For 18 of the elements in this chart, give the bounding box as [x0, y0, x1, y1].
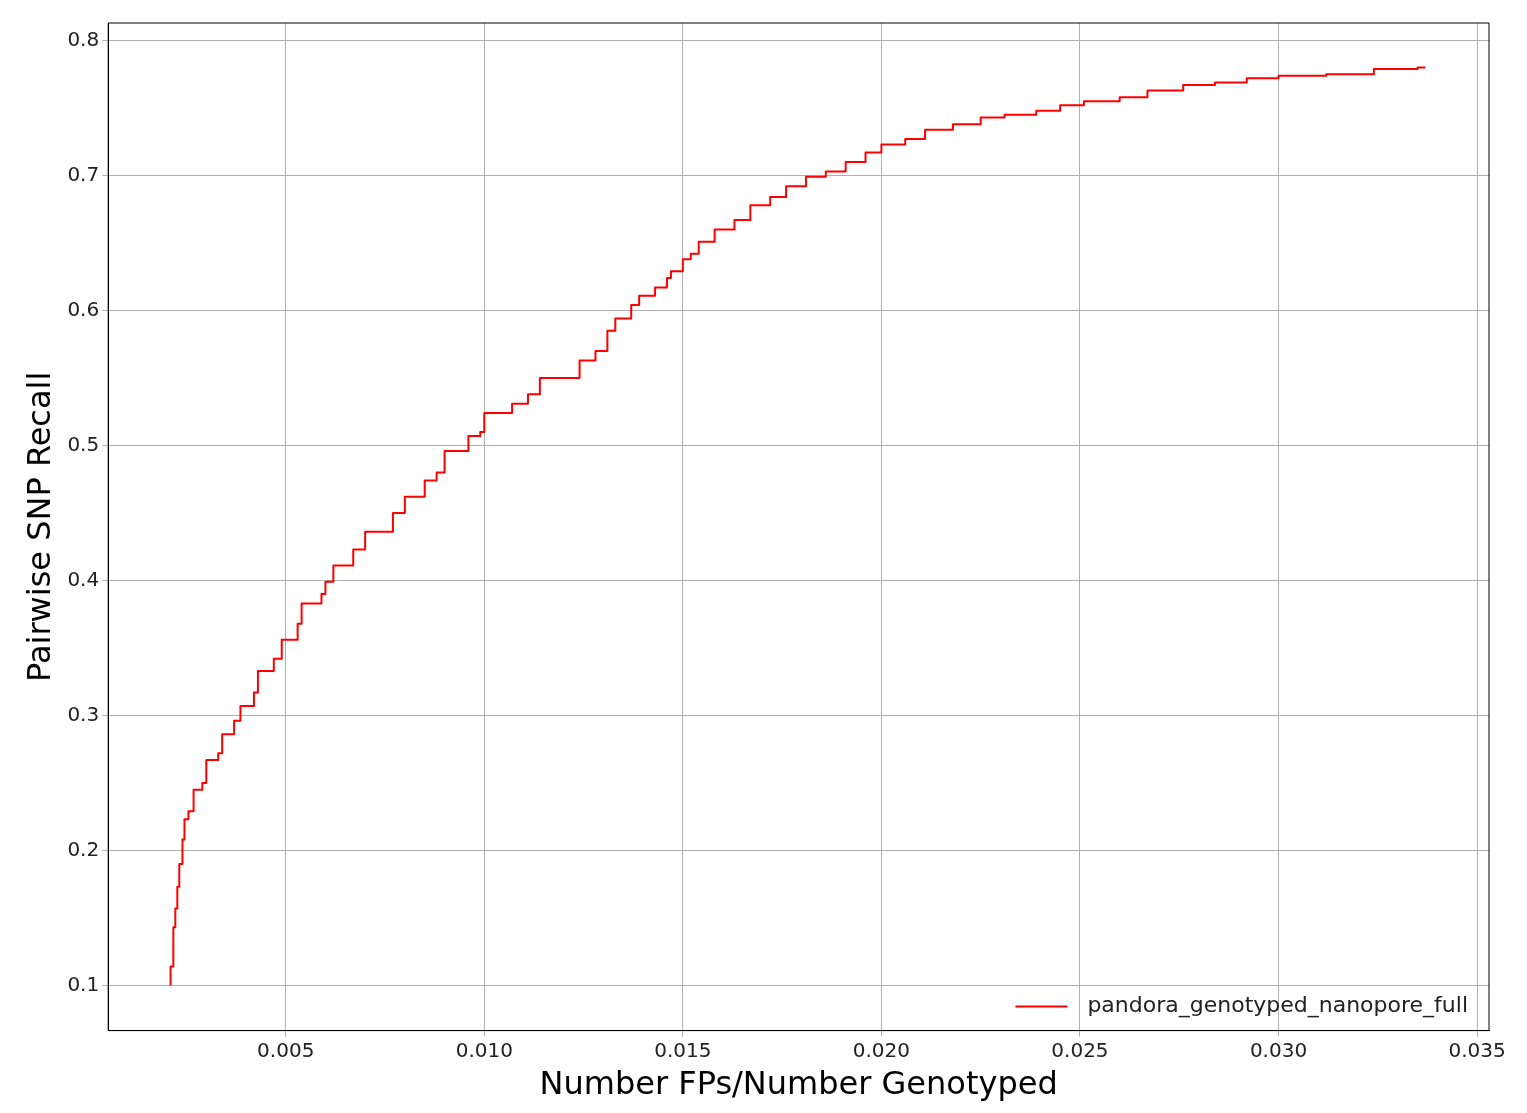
x-tick-label: 0.005: [257, 1037, 315, 1062]
y-tick-label: 0.2: [67, 836, 100, 861]
x-tick-label: 0.035: [1448, 1037, 1506, 1062]
y-tick-label: 0.8: [67, 26, 100, 51]
x-tick-label: 0.010: [455, 1037, 513, 1062]
y-tick-label: 0.3: [67, 701, 100, 726]
legend-label: pandora_genotyped_nanopore_full: [1087, 992, 1469, 1019]
y-axis-title: Pairwise SNP Recall: [19, 371, 58, 682]
y-tick-label: 0.7: [67, 161, 100, 186]
y-tick-label: 0.1: [67, 971, 100, 996]
x-tick-label: 0.015: [654, 1037, 712, 1062]
x-tick-label: 0.020: [852, 1037, 911, 1062]
y-tick-label: 0.4: [67, 566, 100, 591]
x-tick-label: 0.025: [1051, 1037, 1109, 1062]
x-axis-title: Number FPs/Number Genotyped: [539, 1064, 1058, 1103]
y-tick-label: 0.6: [67, 296, 100, 321]
x-tick-label: 0.030: [1249, 1037, 1308, 1062]
y-tick-label: 0.5: [67, 431, 100, 456]
